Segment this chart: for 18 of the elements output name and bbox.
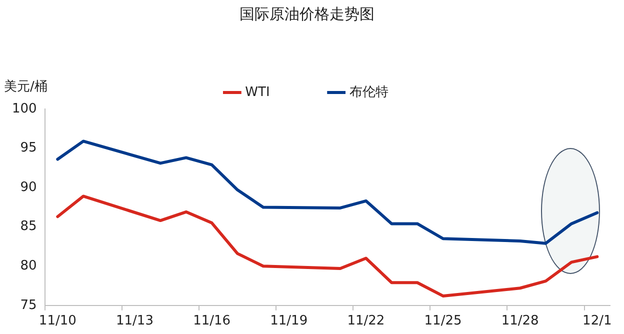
y-tick-label: 100 <box>12 101 37 116</box>
y-tick-label: 85 <box>20 219 37 234</box>
y-tick-label: 80 <box>20 258 37 274</box>
x-tick-label: 11/13 <box>116 314 154 329</box>
legend-label: 布伦特 <box>349 84 388 100</box>
y-tick-label: 95 <box>20 140 37 156</box>
chart-title: 国际原油价格走势图 <box>240 4 374 23</box>
legend-label: WTI <box>245 84 270 100</box>
x-tick-label: 12/1 <box>582 314 612 329</box>
y-tick-label: 75 <box>20 298 37 313</box>
x-tick-label: 11/28 <box>501 314 539 329</box>
x-tick-label: 11/10 <box>38 314 76 329</box>
x-tick-label: 11/16 <box>193 314 231 329</box>
x-tick-label: 11/22 <box>347 314 385 329</box>
x-tick-label: 11/25 <box>424 314 462 329</box>
y-tick-label: 90 <box>20 180 37 195</box>
x-tick-label: 11/19 <box>270 314 308 329</box>
y-axis-title: 美元/桶 <box>4 78 48 94</box>
